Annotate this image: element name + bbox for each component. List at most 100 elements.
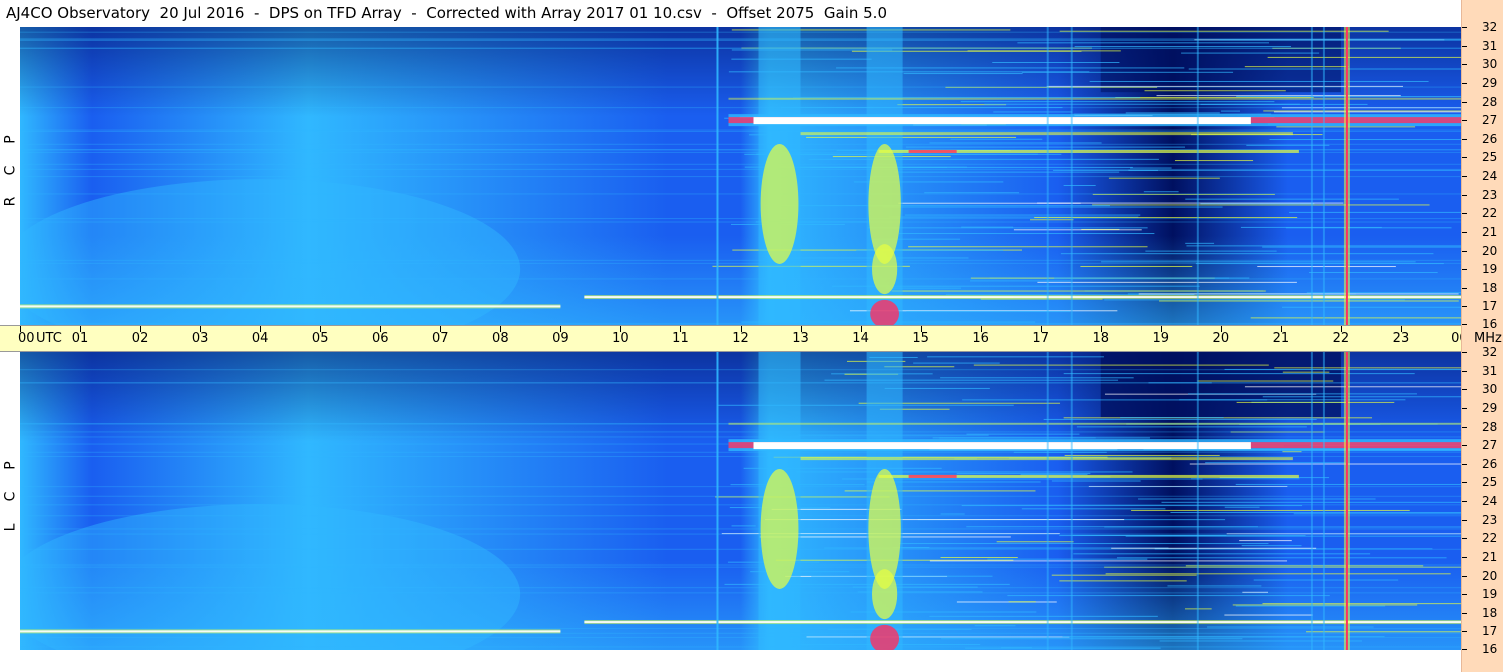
interference-streak xyxy=(879,408,950,410)
interference-streak xyxy=(870,238,961,240)
interference-streak xyxy=(1224,506,1260,508)
background-streak xyxy=(20,322,1461,324)
quiet-region xyxy=(1100,27,1341,93)
time-tick-label: 11 xyxy=(672,331,689,346)
freq-tick: 31 xyxy=(1462,364,1503,378)
freq-tick-label: 30 xyxy=(1482,57,1498,72)
interference-streak xyxy=(850,611,1037,613)
interference-streak xyxy=(940,513,965,515)
background-streak xyxy=(20,323,1461,325)
interference-streak xyxy=(1059,580,1187,582)
interference-streak xyxy=(898,233,1155,235)
background-streak xyxy=(20,31,1461,33)
interference-streak xyxy=(961,226,1014,228)
background-streak xyxy=(20,259,1461,261)
interference-streak xyxy=(892,547,930,549)
interference-streak xyxy=(857,591,983,593)
interference-streak xyxy=(741,47,1092,49)
solar-burst-core xyxy=(760,468,799,589)
rcp-frequency-axis: 16 17 18 19 20 21 22 23 24 25 26 27 28 29 30 31 32 xyxy=(1462,20,1503,331)
interference-streak xyxy=(1273,111,1461,113)
interference-streak xyxy=(1125,112,1220,114)
interference-streak xyxy=(806,136,1017,138)
freq-tick: 19 xyxy=(1462,262,1503,276)
vertical-rfi-faint xyxy=(1046,352,1049,650)
interference-streak xyxy=(1170,511,1461,513)
freq-tick-label: 20 xyxy=(1482,568,1498,583)
interference-streak xyxy=(824,379,1119,381)
freq-tick-label: 22 xyxy=(1482,206,1498,221)
interference-streak xyxy=(1191,478,1300,480)
interference-streak xyxy=(996,541,1074,543)
background-streak xyxy=(20,47,1461,49)
background-streak xyxy=(20,163,1461,165)
interference-streak xyxy=(1181,52,1320,54)
freq-tick: 31 xyxy=(1462,39,1503,53)
background-streak xyxy=(20,221,1461,223)
interference-streak xyxy=(1185,242,1215,244)
freq-tick: 28 xyxy=(1462,420,1503,434)
freq-tick: 16 xyxy=(1462,642,1503,656)
freq-tick-label: 17 xyxy=(1482,299,1498,314)
freq-tick: 23 xyxy=(1462,513,1503,527)
rfi-band xyxy=(753,117,1251,125)
background-streak xyxy=(20,39,1461,41)
freq-tick: 24 xyxy=(1462,494,1503,508)
freq-tick-label: 24 xyxy=(1482,494,1498,508)
interference-streak xyxy=(897,104,1007,106)
interference-streak xyxy=(962,399,1268,401)
interference-streak xyxy=(956,601,1057,603)
interference-streak xyxy=(956,472,1091,474)
time-tick-label: 15 xyxy=(912,331,929,346)
interference-streak xyxy=(717,404,1014,406)
interference-streak xyxy=(781,107,1063,109)
interference-streak xyxy=(765,519,1125,521)
background-streak xyxy=(20,149,1461,151)
background-streak xyxy=(20,129,1461,131)
interference-streak xyxy=(1131,509,1410,511)
interference-streak xyxy=(1224,614,1313,616)
interference-streak xyxy=(867,481,1041,483)
interference-streak xyxy=(806,636,1070,638)
interference-streak xyxy=(1242,591,1269,593)
background-streak xyxy=(20,382,1461,384)
interference-streak xyxy=(940,556,1018,558)
background-streak xyxy=(20,168,1461,170)
freq-tick-label: 23 xyxy=(1482,187,1498,202)
time-tick-label: 09 xyxy=(552,331,569,346)
interference-streak xyxy=(940,377,1134,379)
vertical-rfi-faint xyxy=(1196,352,1199,650)
freq-tick: 20 xyxy=(1462,244,1503,258)
background-streak xyxy=(20,86,1461,88)
background-streak xyxy=(20,423,1461,425)
freq-tick-label: 24 xyxy=(1482,169,1498,183)
time-tick-label: 23 xyxy=(1392,331,1410,346)
freq-tick-label: 28 xyxy=(1482,419,1498,434)
interference-streak xyxy=(1293,513,1461,515)
background-streak xyxy=(20,38,1461,40)
freq-tick-label: 22 xyxy=(1482,531,1498,546)
interference-streak xyxy=(755,221,870,223)
background-streak xyxy=(20,528,1461,530)
interference-streak xyxy=(1267,56,1461,58)
time-tick-label: 00 xyxy=(18,331,35,346)
interference-streak xyxy=(1059,30,1389,32)
interference-streak xyxy=(849,310,1118,312)
interference-streak xyxy=(1101,261,1416,263)
interference-streak xyxy=(1257,266,1396,268)
interference-streak xyxy=(1274,367,1461,369)
rfi-band xyxy=(584,621,1461,624)
interference-streak xyxy=(903,73,1023,75)
freq-unit-label: MHz xyxy=(1474,331,1502,346)
interference-streak xyxy=(1289,211,1461,213)
interference-streak xyxy=(1080,265,1193,267)
vertical-rfi-faint xyxy=(1070,27,1073,325)
interference-streak xyxy=(913,362,1000,364)
interference-streak xyxy=(1253,579,1399,581)
rfi-band xyxy=(584,296,1461,299)
time-tick-label: 16 xyxy=(972,331,989,346)
time-tick-label: 20 xyxy=(1212,331,1230,346)
interference-streak xyxy=(1262,246,1461,248)
interference-streak xyxy=(731,525,756,527)
freq-tick-label: 20 xyxy=(1482,243,1498,258)
